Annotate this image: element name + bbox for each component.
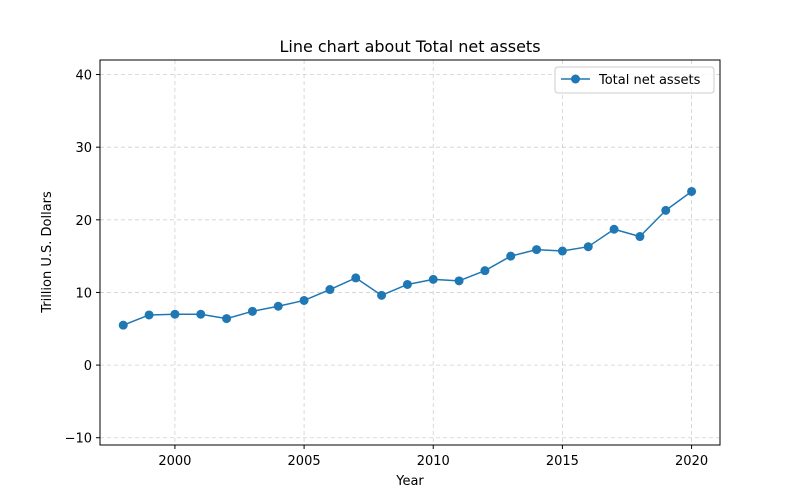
data-point <box>532 245 542 255</box>
data-point <box>325 285 335 295</box>
x-tick-label: 2020 <box>675 454 708 469</box>
data-point <box>196 309 206 319</box>
y-tick-label: 30 <box>75 141 92 156</box>
data-point <box>299 295 309 305</box>
data-point <box>454 276 464 286</box>
data-point <box>351 273 361 283</box>
y-tick-label: 20 <box>75 214 92 229</box>
data-point <box>480 266 490 276</box>
data-point <box>144 310 154 320</box>
plot-frame <box>99 59 721 446</box>
x-tick-label: 2015 <box>546 454 579 469</box>
data-point <box>428 274 438 284</box>
x-axis-label: Year <box>395 474 424 489</box>
data-point <box>609 224 619 234</box>
chart-title: Line chart about Total net assets <box>279 37 540 56</box>
ticks-layer: 2000 2005 2010 2015 2020 −10 0 10 20 30 40 <box>65 69 709 469</box>
data-point <box>506 251 516 261</box>
data-point <box>273 301 283 311</box>
legend-entry-total-net-assets: Total net assets <box>598 73 701 88</box>
data-point <box>635 232 645 242</box>
y-tick-label: 10 <box>75 286 92 301</box>
legend-marker-swatch <box>571 74 580 84</box>
data-point <box>247 306 257 316</box>
series-layer <box>118 186 697 330</box>
data-point <box>583 242 593 252</box>
y-tick-label: −10 <box>65 432 92 447</box>
data-point <box>402 279 412 289</box>
x-tick-label: 2000 <box>158 454 191 469</box>
y-tick-label: 40 <box>75 69 92 84</box>
data-point <box>118 320 128 330</box>
y-tick-label: 0 <box>84 359 92 374</box>
x-tick-label: 2005 <box>288 454 321 469</box>
data-point <box>661 205 671 215</box>
data-point <box>557 246 567 256</box>
grid-layer <box>100 60 720 445</box>
data-point <box>377 290 387 300</box>
data-point <box>170 309 180 319</box>
legend-box <box>554 66 715 94</box>
x-tick-label: 2010 <box>417 454 450 469</box>
y-axis-label: Trillion U.S. Dollars <box>40 191 55 314</box>
data-point <box>222 314 232 324</box>
legend: Total net assets <box>554 66 715 94</box>
data-point <box>687 186 697 196</box>
series-line-total-net-assets <box>122 190 693 326</box>
